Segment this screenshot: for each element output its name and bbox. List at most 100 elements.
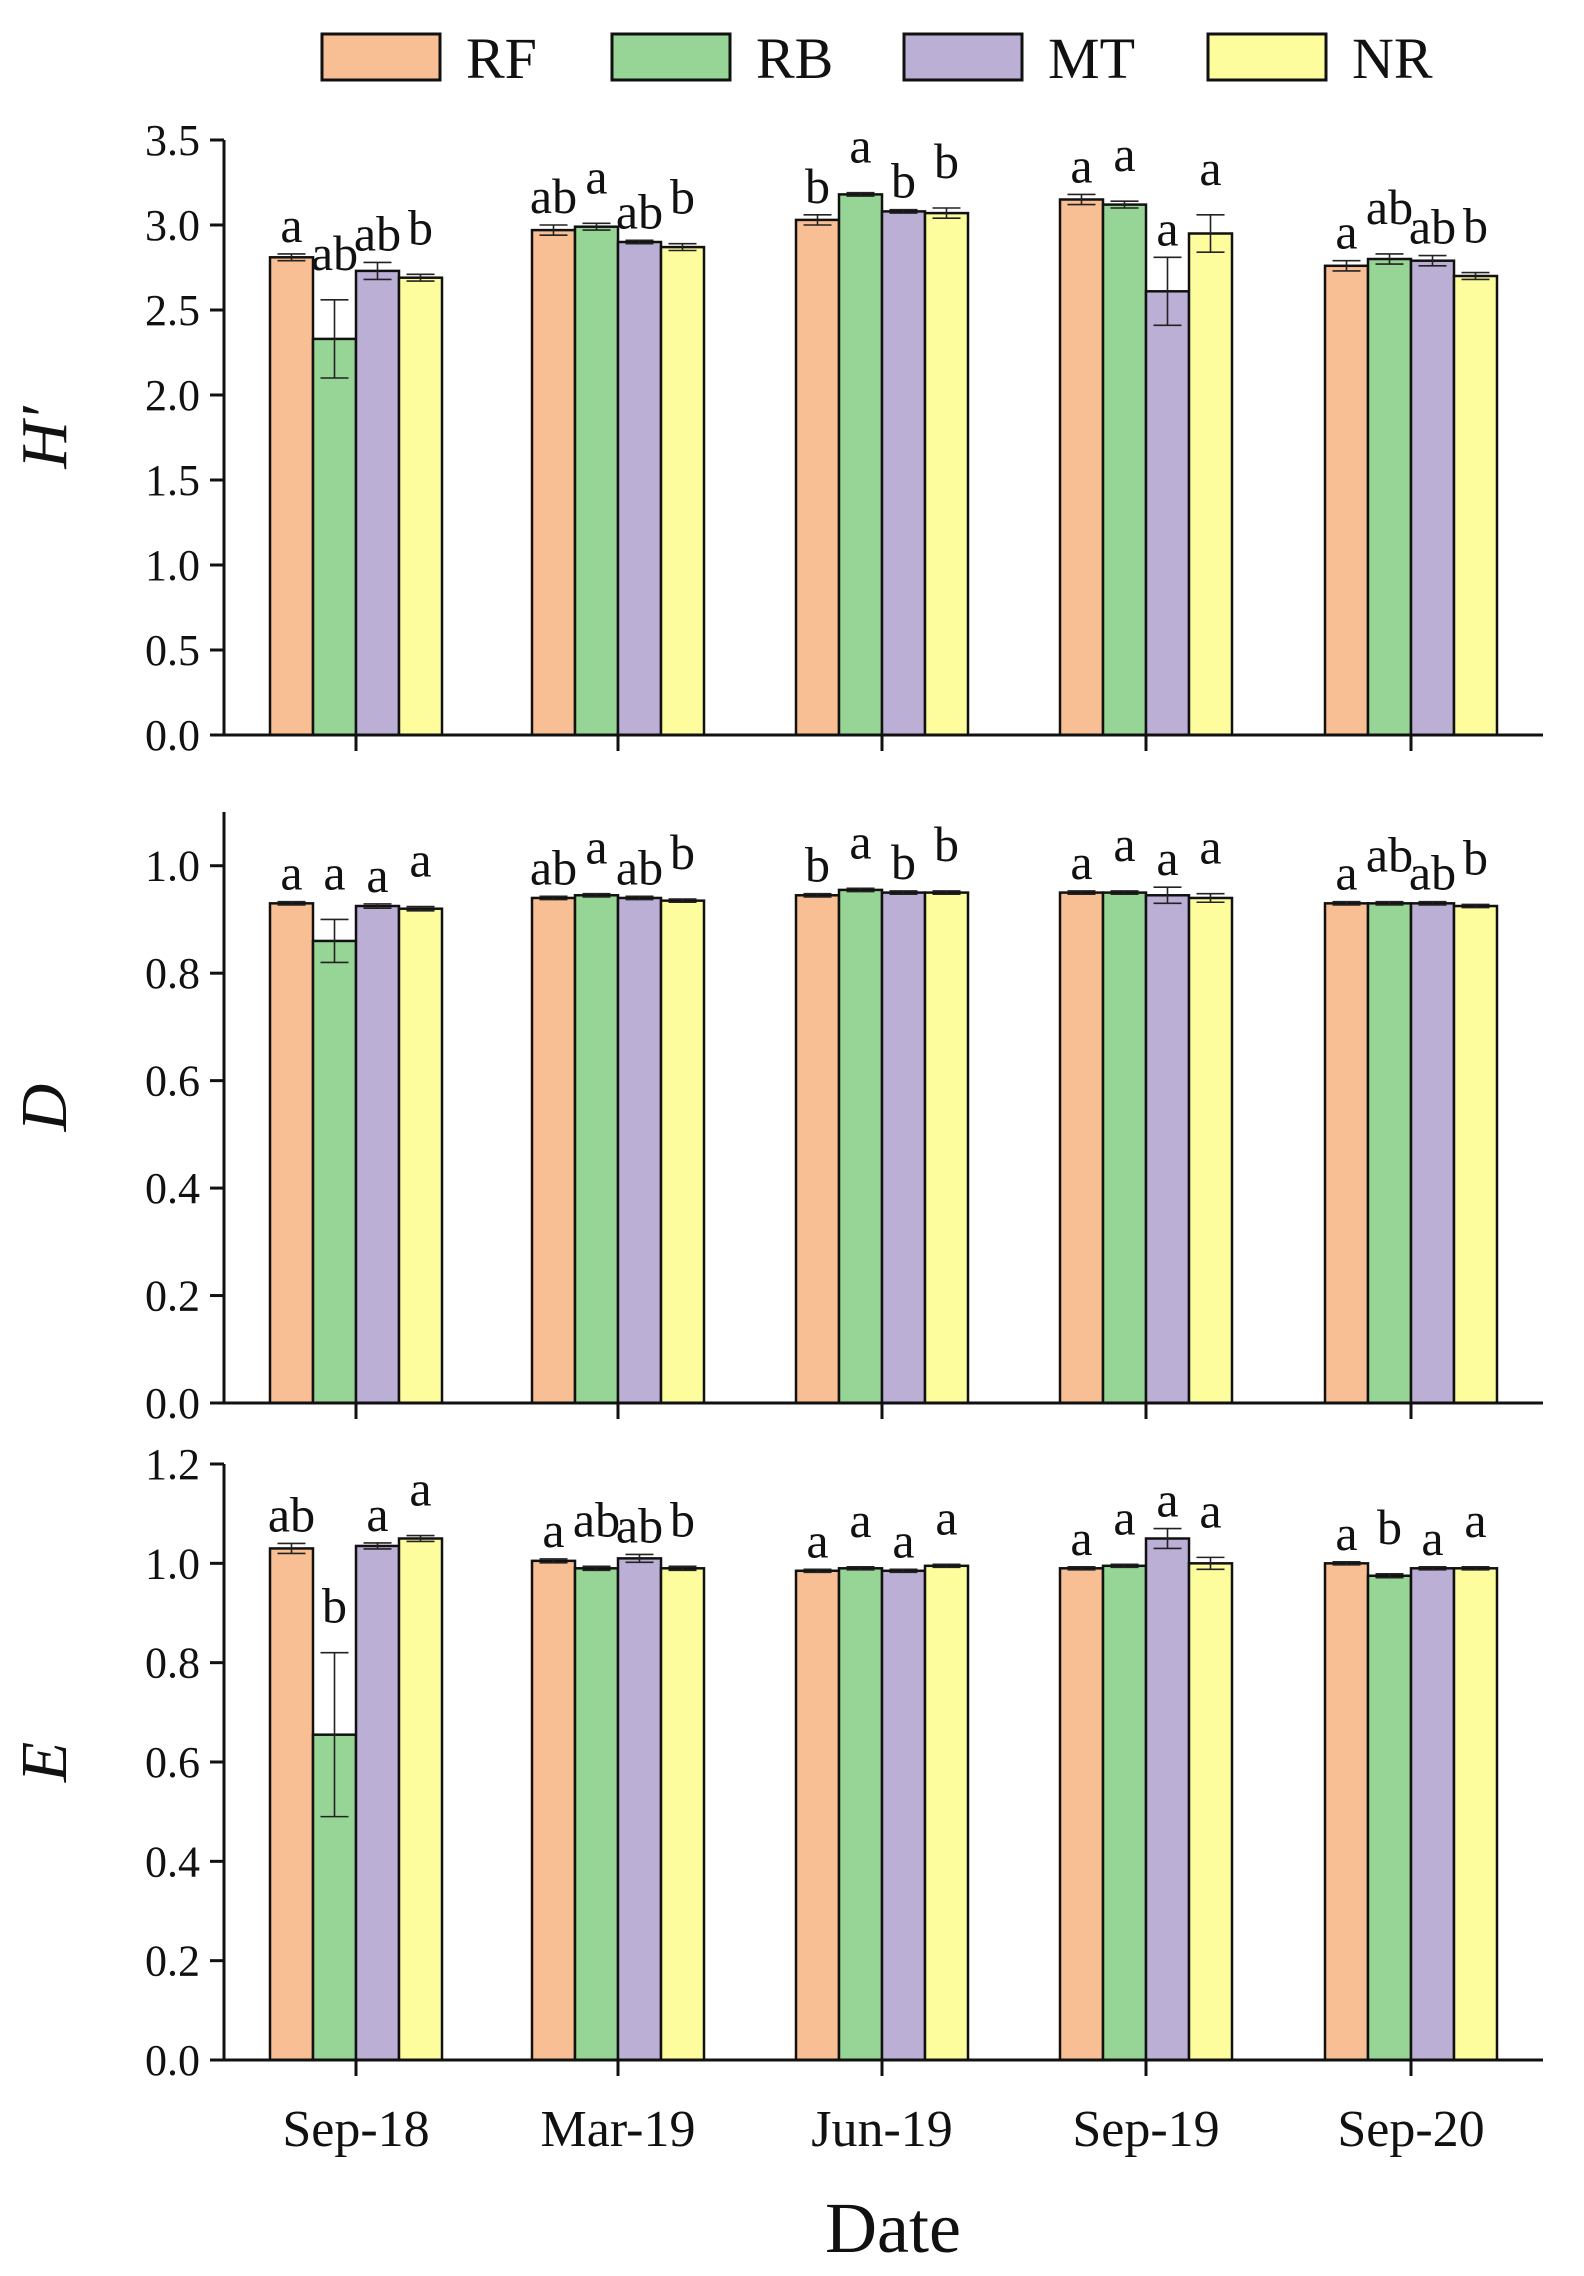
significance-letter: a xyxy=(849,1492,871,1548)
legend-label-rf: RF xyxy=(466,26,537,91)
significance-letter: a xyxy=(280,845,302,901)
bar-rb-sep-19 xyxy=(1101,203,1148,737)
significance-letter: a xyxy=(849,118,871,174)
significance-letter: b xyxy=(670,824,695,880)
bar-nr-sep-19 xyxy=(1187,1562,1234,2062)
bar-rb-sep-19 xyxy=(1101,1564,1148,2062)
significance-letter: a xyxy=(1421,1510,1443,1566)
bar-rf-sep-19 xyxy=(1058,891,1105,1405)
y-tick-label: 0.8 xyxy=(145,1639,200,1688)
x-tick-label: Jun-19 xyxy=(811,2101,953,2158)
significance-letter: a xyxy=(366,847,388,903)
significance-letter: a xyxy=(806,1512,828,1568)
bar-mt-sep-19 xyxy=(1144,894,1191,1405)
significance-letter: a xyxy=(1335,204,1357,260)
bar-rb-mar-19 xyxy=(573,894,620,1405)
significance-letter: a xyxy=(1156,1472,1178,1528)
y-tick-label: 2.5 xyxy=(145,286,200,335)
legend-label-mt: MT xyxy=(1048,26,1135,91)
significance-letter: ab xyxy=(530,168,577,224)
significance-letter: a xyxy=(1199,819,1221,875)
x-axis-title: Date xyxy=(825,2188,961,2268)
significance-letter: ab xyxy=(1409,199,1456,255)
significance-letter: a xyxy=(1335,1505,1357,1561)
significance-letter: b xyxy=(1377,1499,1402,1555)
significance-letter: a xyxy=(1156,200,1178,256)
significance-letter: ab xyxy=(616,839,663,895)
bar-rf-sep-18 xyxy=(268,1547,315,2062)
significance-letter: ab xyxy=(1366,827,1413,883)
bar-rf-sep-20 xyxy=(1323,902,1370,1405)
legend: RF RB MT NR xyxy=(320,26,1433,91)
bar-mt-mar-19 xyxy=(616,1557,663,2062)
y-axis-title: E xyxy=(8,1742,81,1783)
bar-rb-sep-20 xyxy=(1366,902,1413,1405)
significance-letter: a xyxy=(585,148,607,204)
bar-rf-sep-18 xyxy=(268,256,315,737)
bar-rb-jun-19 xyxy=(837,1567,884,2062)
bar-rb-sep-18 xyxy=(311,337,358,737)
significance-letter: b xyxy=(805,158,830,214)
y-tick-label: 0.4 xyxy=(145,1164,200,1213)
bar-mt-mar-19 xyxy=(616,240,663,737)
bar-nr-jun-19 xyxy=(923,891,970,1405)
bar-rf-jun-19 xyxy=(794,218,841,737)
y-tick-label: 0.2 xyxy=(145,1937,200,1986)
bar-nr-sep-20 xyxy=(1452,274,1499,737)
significance-letter: b xyxy=(891,153,916,209)
bar-rf-sep-18 xyxy=(268,902,315,1405)
y-tick-label: 1.5 xyxy=(145,456,200,505)
x-tick-label: Mar-19 xyxy=(541,2101,696,2158)
significance-letter: a xyxy=(935,1489,957,1545)
bar-nr-jun-19 xyxy=(923,211,970,737)
significance-letter: a xyxy=(1070,834,1092,890)
bar-nr-sep-20 xyxy=(1452,1567,1499,2062)
significance-letter: b xyxy=(1463,198,1488,254)
bar-rb-sep-20 xyxy=(1366,1574,1413,2062)
y-tick-label: 1.0 xyxy=(145,842,200,891)
significance-letter: b xyxy=(934,816,959,872)
bar-rb-sep-19 xyxy=(1101,891,1148,1405)
panel-2: a ab b a aa a a a aba ab b a aba b b a b0.00.20.40.60.81… xyxy=(8,812,1543,1428)
significance-letter: b xyxy=(891,834,916,890)
bar-nr-sep-18 xyxy=(397,276,444,737)
y-tick-label: 1.0 xyxy=(145,1539,200,1588)
significance-letter: ab xyxy=(573,1491,620,1547)
y-tick-label: 0.0 xyxy=(145,2036,200,2085)
bar-nr-mar-19 xyxy=(659,899,706,1405)
y-tick-label: 3.0 xyxy=(145,201,200,250)
y-axis-title: D xyxy=(8,1084,81,1133)
bar-rf-sep-19 xyxy=(1058,1567,1105,2062)
significance-letter: a xyxy=(323,844,345,900)
significance-letter: a xyxy=(542,1502,564,1558)
bar-mt-sep-18 xyxy=(354,269,401,737)
bar-rb-mar-19 xyxy=(573,1567,620,2062)
significance-letter: a xyxy=(409,1461,431,1517)
significance-letter: b xyxy=(322,1578,347,1634)
significance-letter: b xyxy=(670,169,695,225)
significance-letter: a xyxy=(1113,126,1135,182)
bar-rf-sep-20 xyxy=(1323,264,1370,737)
significance-letter: a xyxy=(409,832,431,888)
x-tick-label: Sep-19 xyxy=(1072,2101,1219,2158)
bar-mt-jun-19 xyxy=(880,891,927,1405)
significance-letter: a xyxy=(1199,140,1221,196)
bar-rb-jun-19 xyxy=(837,193,884,737)
significance-letter: b xyxy=(934,133,959,189)
significance-letter: a xyxy=(280,197,302,253)
significance-letter: a xyxy=(1113,816,1135,872)
bar-mt-sep-20 xyxy=(1409,902,1456,1405)
bar-mt-sep-19 xyxy=(1144,1537,1191,2062)
y-tick-label: 0.0 xyxy=(145,711,200,760)
significance-letter: a xyxy=(366,1486,388,1542)
y-tick-label: 0.0 xyxy=(145,1379,200,1428)
bar-nr-sep-20 xyxy=(1452,904,1499,1405)
bar-nr-sep-18 xyxy=(397,1537,444,2062)
bar-rf-mar-19 xyxy=(530,228,577,737)
legend-swatch-rb xyxy=(610,32,732,82)
y-tick-label: 0.6 xyxy=(145,1738,200,1787)
significance-letter: b xyxy=(670,1491,695,1547)
